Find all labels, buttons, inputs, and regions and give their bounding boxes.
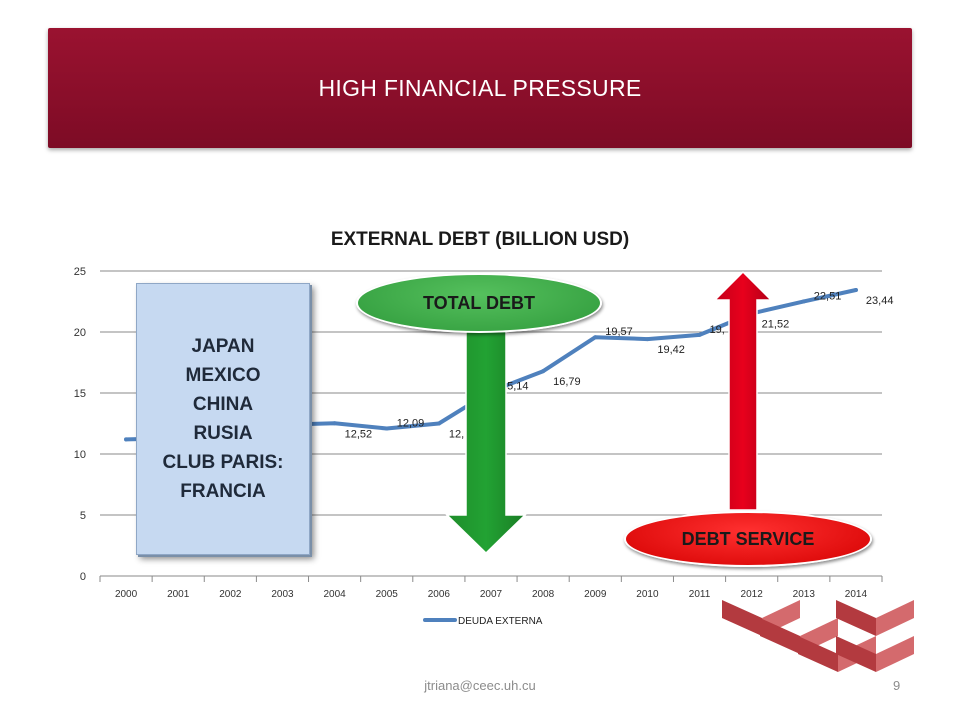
y-tick-label: 10 (74, 449, 86, 461)
y-tick-label: 5 (80, 510, 86, 522)
x-tick-label: 2003 (271, 589, 294, 600)
x-tick-label: 2012 (741, 589, 764, 600)
footer-email: jtriana@ceec.uh.cu (424, 678, 536, 693)
x-tick-label: 2000 (115, 589, 138, 600)
data-label: 19, (710, 324, 725, 336)
data-label: 12,52 (345, 428, 373, 440)
legend-label: DEUDA EXTERNA (458, 616, 543, 627)
debt-service-label: DEBT SERVICE (624, 511, 872, 567)
y-tick-label: 25 (74, 266, 86, 278)
data-point (645, 337, 650, 342)
callout-line: FRANCIA (180, 481, 266, 502)
data-label: 15,14 (501, 380, 529, 392)
y-tick-label: 20 (74, 327, 86, 339)
data-point (541, 369, 546, 374)
chart-axes: 0 5 10 15 20 25 2000 2001 2002 2003 2004 2005 2006 20… (74, 266, 883, 600)
data-point (384, 426, 389, 431)
x-tick-label: 2005 (376, 589, 399, 600)
slide-title: HIGH FINANCIAL PRESSURE (318, 74, 642, 101)
debt-service-text: DEBT SERVICE (681, 528, 815, 549)
x-tick-label: 2004 (323, 589, 346, 600)
total-debt-label: TOTAL DEBT (356, 273, 602, 333)
up-arrow-icon (713, 270, 773, 511)
data-label: 22,51 (814, 290, 842, 302)
x-tick-label: 2006 (428, 589, 451, 600)
data-label: 12,09 (397, 418, 425, 430)
down-arrow-icon (445, 324, 527, 555)
x-tick-label: 2007 (480, 589, 503, 600)
creditors-callout: JAPAN MEXICO CHINA RUSIA CLUB PARIS: FRANCIA (136, 283, 310, 555)
data-label: 12, (449, 429, 464, 441)
y-tick-label: 15 (74, 388, 86, 400)
x-tick-label: 2013 (793, 589, 816, 600)
callout-line: MEXICO (185, 365, 261, 386)
callout-line: JAPAN (191, 336, 255, 357)
data-point (853, 288, 858, 293)
data-label: 19,42 (657, 344, 685, 356)
x-tick-label: 2008 (532, 589, 555, 600)
x-tick-label: 2001 (167, 589, 190, 600)
x-tick-label: 2002 (219, 589, 242, 600)
x-tick-label: 2010 (636, 589, 659, 600)
data-label: 21,52 (762, 318, 790, 330)
data-label: 23,44 (866, 295, 894, 307)
data-point (332, 421, 337, 426)
data-point (436, 421, 441, 426)
callout-line: CLUB PARIS: (162, 452, 284, 473)
data-point (124, 437, 129, 442)
data-label: 16,79 (553, 376, 581, 388)
chart-arrows (445, 270, 773, 555)
data-point (593, 335, 598, 340)
title-banner: HIGH FINANCIAL PRESSURE (48, 28, 912, 148)
data-point (801, 299, 806, 304)
y-tick-label: 0 (80, 571, 86, 583)
total-debt-text: TOTAL DEBT (423, 292, 535, 313)
data-label: 19,57 (605, 326, 633, 338)
x-tick-label: 2011 (689, 589, 711, 600)
callout-line: CHINA (192, 394, 254, 415)
callout-line: RUSIA (193, 423, 253, 444)
data-point (697, 332, 702, 337)
chart-title: EXTERNAL DEBT (BILLION USD) (330, 229, 630, 250)
x-tick-label: 2014 (845, 589, 868, 600)
x-tick-label: 2009 (584, 589, 607, 600)
page-number: 9 (893, 678, 901, 693)
chart-legend: DEUDA EXTERNA (423, 616, 543, 627)
